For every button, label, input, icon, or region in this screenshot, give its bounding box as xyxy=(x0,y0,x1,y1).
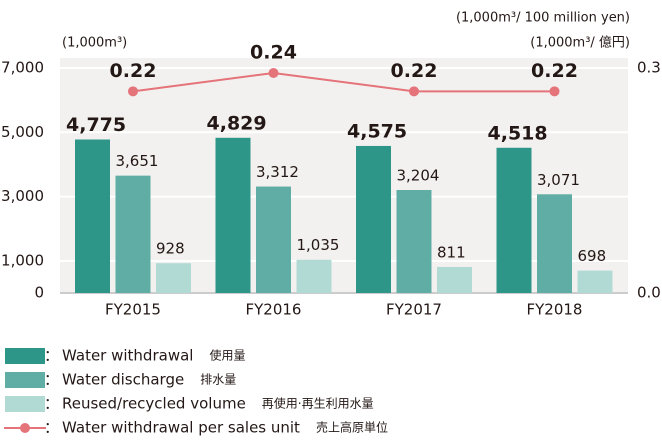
legend-marker xyxy=(20,423,30,433)
y-unit: (1,000m³) xyxy=(62,36,127,51)
bar xyxy=(215,137,251,293)
y2-tick-label: 0.0 xyxy=(637,284,661,302)
bar xyxy=(396,190,432,293)
legend-label: Water withdrawal per sales unit xyxy=(62,419,300,437)
y2-unit-ja: (1,000m³/ 億円) xyxy=(530,35,630,51)
bar xyxy=(577,270,613,293)
y2-unit: (1,000m³/ 100 million yen) xyxy=(456,11,630,26)
line-marker xyxy=(549,86,560,97)
legend-label: Water discharge xyxy=(62,371,184,389)
y-tick-label: 0 xyxy=(34,284,44,302)
line-marker xyxy=(268,68,279,78)
line-marker xyxy=(128,86,138,97)
y-tick-label: 5,000 xyxy=(1,123,44,141)
bar-value-label: 928 xyxy=(156,240,185,258)
x-tick-label: FY2016 xyxy=(246,301,302,319)
bar xyxy=(496,147,532,293)
bar-value-label: 3,312 xyxy=(256,163,299,181)
bar xyxy=(75,139,110,293)
legend-label-ja: 使用量 xyxy=(209,348,245,363)
legend-separator: ： xyxy=(44,395,59,413)
bar xyxy=(356,145,391,293)
legend-label-ja: 再使用·再生利用水量 xyxy=(262,396,374,411)
bar-value-label: 4,518 xyxy=(488,122,548,144)
bar-value-label: 1,035 xyxy=(297,236,340,254)
bar xyxy=(256,186,291,293)
y2-tick-label: 0.3 xyxy=(637,59,661,77)
bar-value-label: 811 xyxy=(437,243,466,261)
bar-value-label: 698 xyxy=(578,247,607,265)
legend-swatch xyxy=(5,372,45,388)
line-value-label: 0.22 xyxy=(110,60,157,82)
line xyxy=(132,71,555,93)
legend-swatch xyxy=(5,396,45,412)
legend-separator: ： xyxy=(44,419,59,437)
bar xyxy=(296,259,332,293)
bar-value-label: 4,575 xyxy=(347,120,407,142)
plot-background xyxy=(60,58,628,293)
bar xyxy=(537,194,572,293)
legend-separator: ： xyxy=(44,371,59,389)
line-marker xyxy=(409,86,419,97)
legend-label: Water withdrawal xyxy=(62,347,193,365)
legend-label: Reused/recycled volume xyxy=(62,395,246,413)
bar-value-label: 3,204 xyxy=(397,167,440,185)
line-value-label: 0.22 xyxy=(391,60,438,82)
bar-value-label: 3,651 xyxy=(116,152,159,170)
bar xyxy=(437,266,472,293)
line-value-label: 0.22 xyxy=(531,60,578,82)
bar-value-label: 3,071 xyxy=(537,171,580,189)
x-tick-label: FY2018 xyxy=(527,301,583,319)
y-tick-label: 7,000 xyxy=(1,59,44,77)
legend-separator: ： xyxy=(44,347,59,365)
y-tick-label: 3,000 xyxy=(1,187,44,205)
legend-label-ja: 売上高原単位 xyxy=(316,420,388,435)
bar xyxy=(115,175,151,293)
line-value-label: 0.24 xyxy=(250,42,297,64)
x-tick-label: FY2017 xyxy=(386,301,442,319)
y-tick-label: 1,000 xyxy=(1,251,44,269)
legend-swatch xyxy=(5,348,45,364)
bar-value-label: 4,775 xyxy=(66,114,126,136)
bar-value-label: 4,829 xyxy=(207,112,267,134)
legend-label-ja: 排水量 xyxy=(200,373,236,387)
bar xyxy=(156,263,191,293)
x-tick-label: FY2015 xyxy=(105,301,161,319)
